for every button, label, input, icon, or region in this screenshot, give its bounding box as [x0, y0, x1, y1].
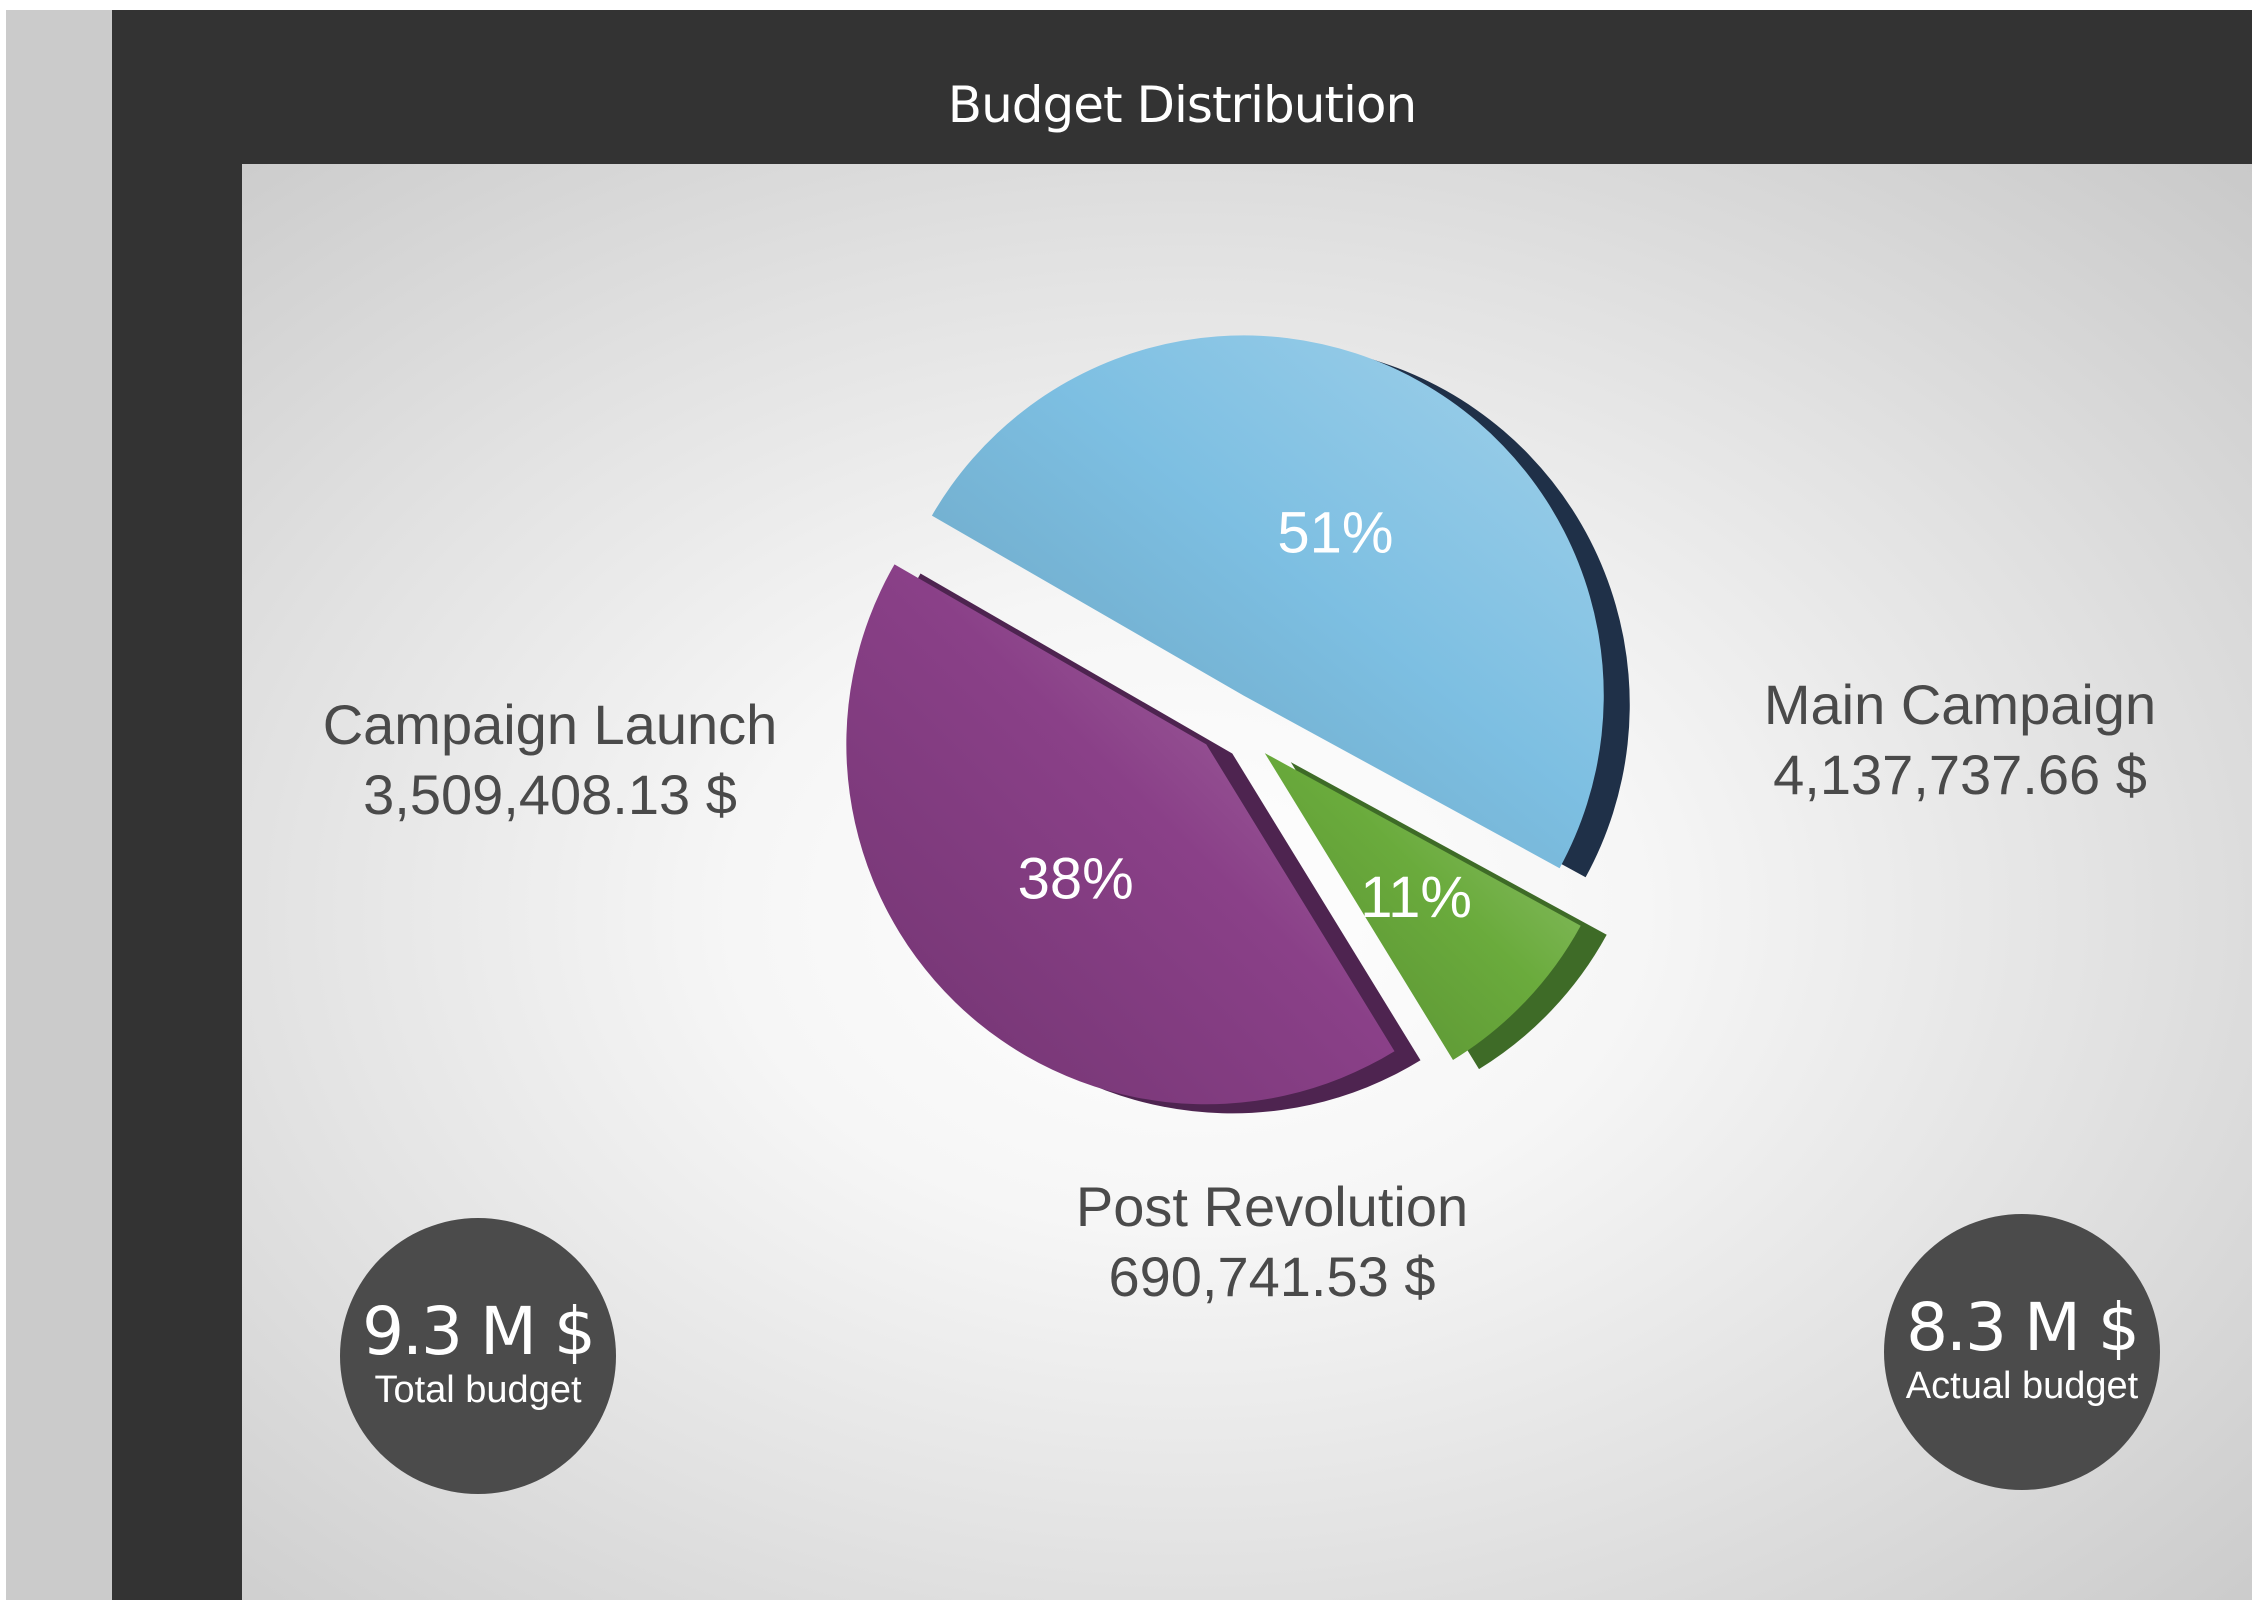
label-campaign-launch: Campaign Launch 3,509,408.13 $	[290, 690, 810, 830]
total-budget-badge: 9.3 M $ Total budget	[340, 1218, 616, 1494]
actual-budget-label: Actual budget	[1905, 1365, 2139, 1407]
label-main-campaign-name: Main Campaign	[1763, 673, 2157, 736]
label-main-campaign: Main Campaign 4,137,737.66 $	[1700, 670, 2220, 810]
label-campaign-launch-name: Campaign Launch	[322, 693, 778, 756]
actual-budget-badge: 8.3 M $ Actual budget	[1884, 1214, 2160, 1490]
label-campaign-launch-amount: 3,509,408.13 $	[363, 763, 737, 826]
left-sidebar-bar	[112, 10, 242, 1600]
pie-slice-campaign-launch	[846, 564, 1395, 1105]
header-bar	[112, 10, 2252, 164]
page-title: Budget Distribution	[947, 76, 1417, 134]
pie-percent-label-main-campaign: 51%	[1277, 500, 1393, 565]
actual-budget-value: 8.3 M $	[1906, 1289, 2140, 1366]
pie-percent-label-post-revolution: 11%	[1360, 865, 1472, 930]
label-main-campaign-amount: 4,137,737.66 $	[1773, 743, 2147, 806]
pie-slice-main-campaign	[931, 335, 1604, 869]
total-budget-value: 9.3 M $	[362, 1293, 596, 1370]
label-post-revolution-name: Post Revolution	[1075, 1175, 1469, 1238]
label-post-revolution-amount: 690,741.53 $	[1108, 1245, 1436, 1308]
pie-percent-label-campaign-launch: 38%	[1018, 847, 1134, 912]
label-post-revolution: Post Revolution 690,741.53 $	[1012, 1172, 1532, 1312]
pie-slice-post-revolution	[1264, 753, 1581, 1060]
total-budget-label: Total budget	[374, 1369, 582, 1411]
